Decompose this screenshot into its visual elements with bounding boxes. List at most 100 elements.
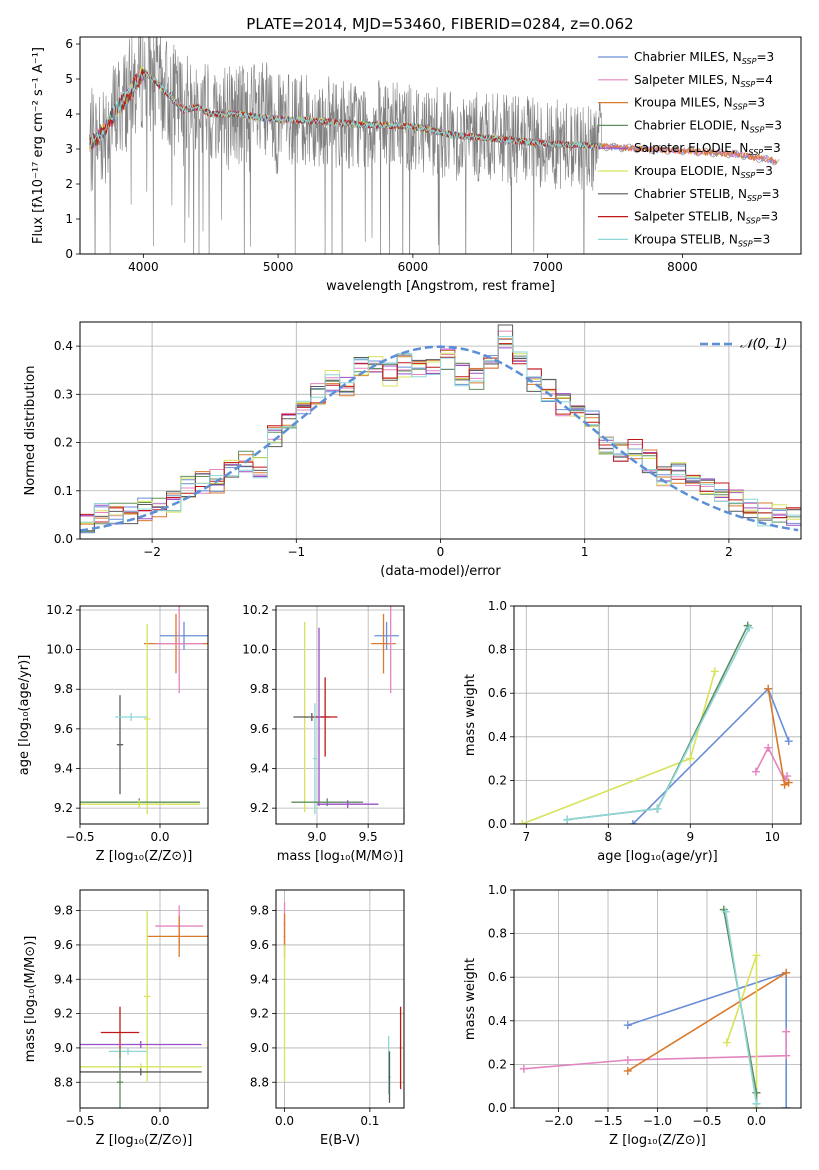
series-line-kroupa-elodie [726,955,758,1108]
errorbar-data [80,606,208,815]
y-tick-label: 9.8 [250,682,269,696]
legend-label-main: Salpeter MILES, N [634,73,741,87]
legend-label-tail: =3 [753,232,771,246]
series-marker [745,623,754,632]
x-tick-label: −2.0 [544,1114,573,1128]
x-tick-label: 10 [765,830,780,844]
y-axis-label: mass weight [463,958,478,1040]
series-marker [721,907,730,916]
x-tick-label: 6000 [398,260,429,274]
x-axis-label: E(B-V) [320,1133,360,1148]
legend-label-main: Salpeter ELODIE, N [634,141,748,155]
series-marker [752,1088,761,1097]
x-tick-label: 0.0 [747,1114,766,1128]
weight_vs_Z-axes: −2.0 −1.5 −1.0 −0.5 0.0 0.0 0.2 0.4 0.6 0.8 1.0 Z [… [463,883,802,1148]
series-marker [752,951,761,960]
legend-label-tail: =3 [756,50,774,64]
age_vs_mass-axes: 9.0 9.5 9.2 9.4 9.6 9.8 10.0 10.2 mass [log₁₀(M/… [242,603,405,864]
errorbar-salpeter-stelib [399,1006,402,1090]
y-tick-label: 0.8 [488,643,507,657]
legend-label-sub: SSP [733,103,748,112]
x-tick-label: 9.5 [359,830,378,844]
y-tick-label: 1.0 [488,599,507,613]
errorbar-salpeter-miles [155,606,204,694]
y-tick-label: 0.2 [54,436,73,450]
y-tick-label: 2 [65,177,73,191]
legend-label-sub: SSP [746,217,761,226]
errorbar-kroupa-elodie [283,944,286,1083]
series-marker [784,737,793,746]
legend-label: Kroupa MILES, NSSP=3 [634,96,765,112]
y-tick-label: 9.2 [250,1007,269,1021]
errorbar-salpeter-elodie [80,1041,202,1048]
series-marker [563,815,572,824]
legend-label-tail: =3 [747,96,765,110]
y-tick-label: 0.2 [488,1057,507,1071]
legend-label-main: Kroupa ELODIE, N [634,164,741,178]
x-tick-label: −1 [287,545,305,559]
errorbar-salpeter-elodie [316,800,379,809]
y-tick-label: 0.1 [54,484,73,498]
series-marker [623,1056,632,1065]
x-tick-label: 1 [581,545,589,559]
legend-label-main: Kroupa STELIB, N [634,232,738,246]
legend-label-main: Kroupa MILES, N [634,96,733,110]
y-tick-label: 9.8 [250,904,269,918]
x-tick-label: 7000 [532,260,563,274]
legend-label-sub: SSP [742,57,757,66]
series-line-chabrier-miles [632,687,790,824]
y-axis-label: mass weight [463,674,478,756]
series-marker [783,772,792,781]
plot-frame [79,605,209,825]
x-tick-label: 5000 [263,260,294,274]
legend-label: Salpeter MILES, NSSP=4 [634,73,773,89]
y-tick-label: 0.4 [488,730,507,744]
y-tick-label: 9.2 [250,801,269,815]
y-tick-label: 8.8 [54,1075,73,1089]
age_vs_Z-axes: −0.5 0.0 9.2 9.4 9.6 9.8 10.0 10.2 Z [log₁₀(Z/Z⊙… [17,603,209,864]
errorbar-chabrier-miles [160,621,208,650]
y-tick-label: 9.8 [54,682,73,696]
y-tick-label: 9.4 [54,972,73,986]
errorbar-data [80,905,208,1108]
chart-title: PLATE=2014, MJD=53460, FIBERID=0284, z=0… [246,15,633,33]
y-tick-label: 9.2 [54,801,73,815]
x-axis-label: age [log₁₀(age/yr)] [597,849,718,864]
y-tick-label: 0 [65,247,73,261]
legend-label-sub: SSP [747,194,762,203]
x-tick-label: −1.0 [643,1114,672,1128]
legend-label-sub: SSP [741,80,756,89]
y-axis-label: Flux [fλ10⁻¹⁷ erg cm⁻² s⁻¹ A⁻¹] [31,47,46,244]
x-tick-label: −0.5 [65,830,94,844]
series-marker [782,1051,791,1060]
series-line-kroupa-miles [627,972,787,1072]
x-tick-label: 9.0 [307,830,326,844]
x-tick-label: 0.0 [150,830,169,844]
legend-label: Salpeter STELIB, NSSP=3 [634,210,778,226]
y-tick-label: 9.6 [54,938,73,952]
series-marker [784,778,793,787]
legend-label: Kroupa STELIB, NSSP=3 [634,232,770,248]
x-tick-label: 0 [437,545,445,559]
errorbar-chabrier-elodie [291,798,364,807]
legend-label: Chabrier STELIB, NSSP=3 [634,187,779,203]
series-marker [751,767,760,776]
series-marker [628,820,637,824]
series-marker [686,754,695,763]
x-tick-label: 0.1 [360,1114,379,1128]
plot-frame [513,605,802,825]
legend-label-main: Chabrier ELODIE, N [634,118,750,132]
legend-label-tail: =4 [755,73,773,87]
model-line-salpeter-stelib [88,69,602,150]
legend-label-tail: =3 [755,164,773,178]
errorbar-salpeter-elodie [316,627,322,807]
y-tick-label: 9.4 [250,972,269,986]
weight_vs_age-axes: 7 8 9 10 0.0 0.2 0.4 0.6 0.8 1.0 age [log₁₀(age/yr… [463,599,802,864]
y-tick-label: 0.8 [488,927,507,941]
errorbar-chabrier-stelib [388,1051,391,1103]
errorbar-kroupa-stelib [108,1047,148,1055]
legend-label: 𝒩(0, 1) [740,337,787,352]
legend-label-main: Salpeter STELIB, N [634,210,746,224]
series-marker [782,1027,791,1036]
legend-label-sub: SSP [741,171,756,180]
